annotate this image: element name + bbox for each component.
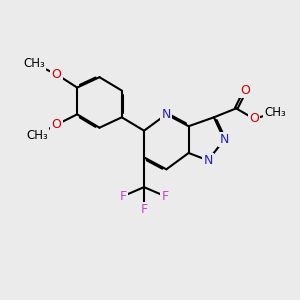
Text: N: N — [220, 133, 229, 146]
Text: N: N — [203, 154, 213, 167]
Text: F: F — [120, 190, 127, 202]
Text: F: F — [140, 203, 148, 216]
Text: O: O — [249, 112, 259, 125]
Text: O: O — [240, 84, 250, 97]
Text: N: N — [162, 108, 171, 121]
Text: CH₃: CH₃ — [264, 106, 286, 119]
Text: CH₃: CH₃ — [23, 57, 45, 70]
Text: O: O — [51, 68, 61, 81]
Text: CH₃: CH₃ — [26, 129, 48, 142]
Text: O: O — [51, 118, 61, 131]
Text: F: F — [161, 190, 168, 202]
